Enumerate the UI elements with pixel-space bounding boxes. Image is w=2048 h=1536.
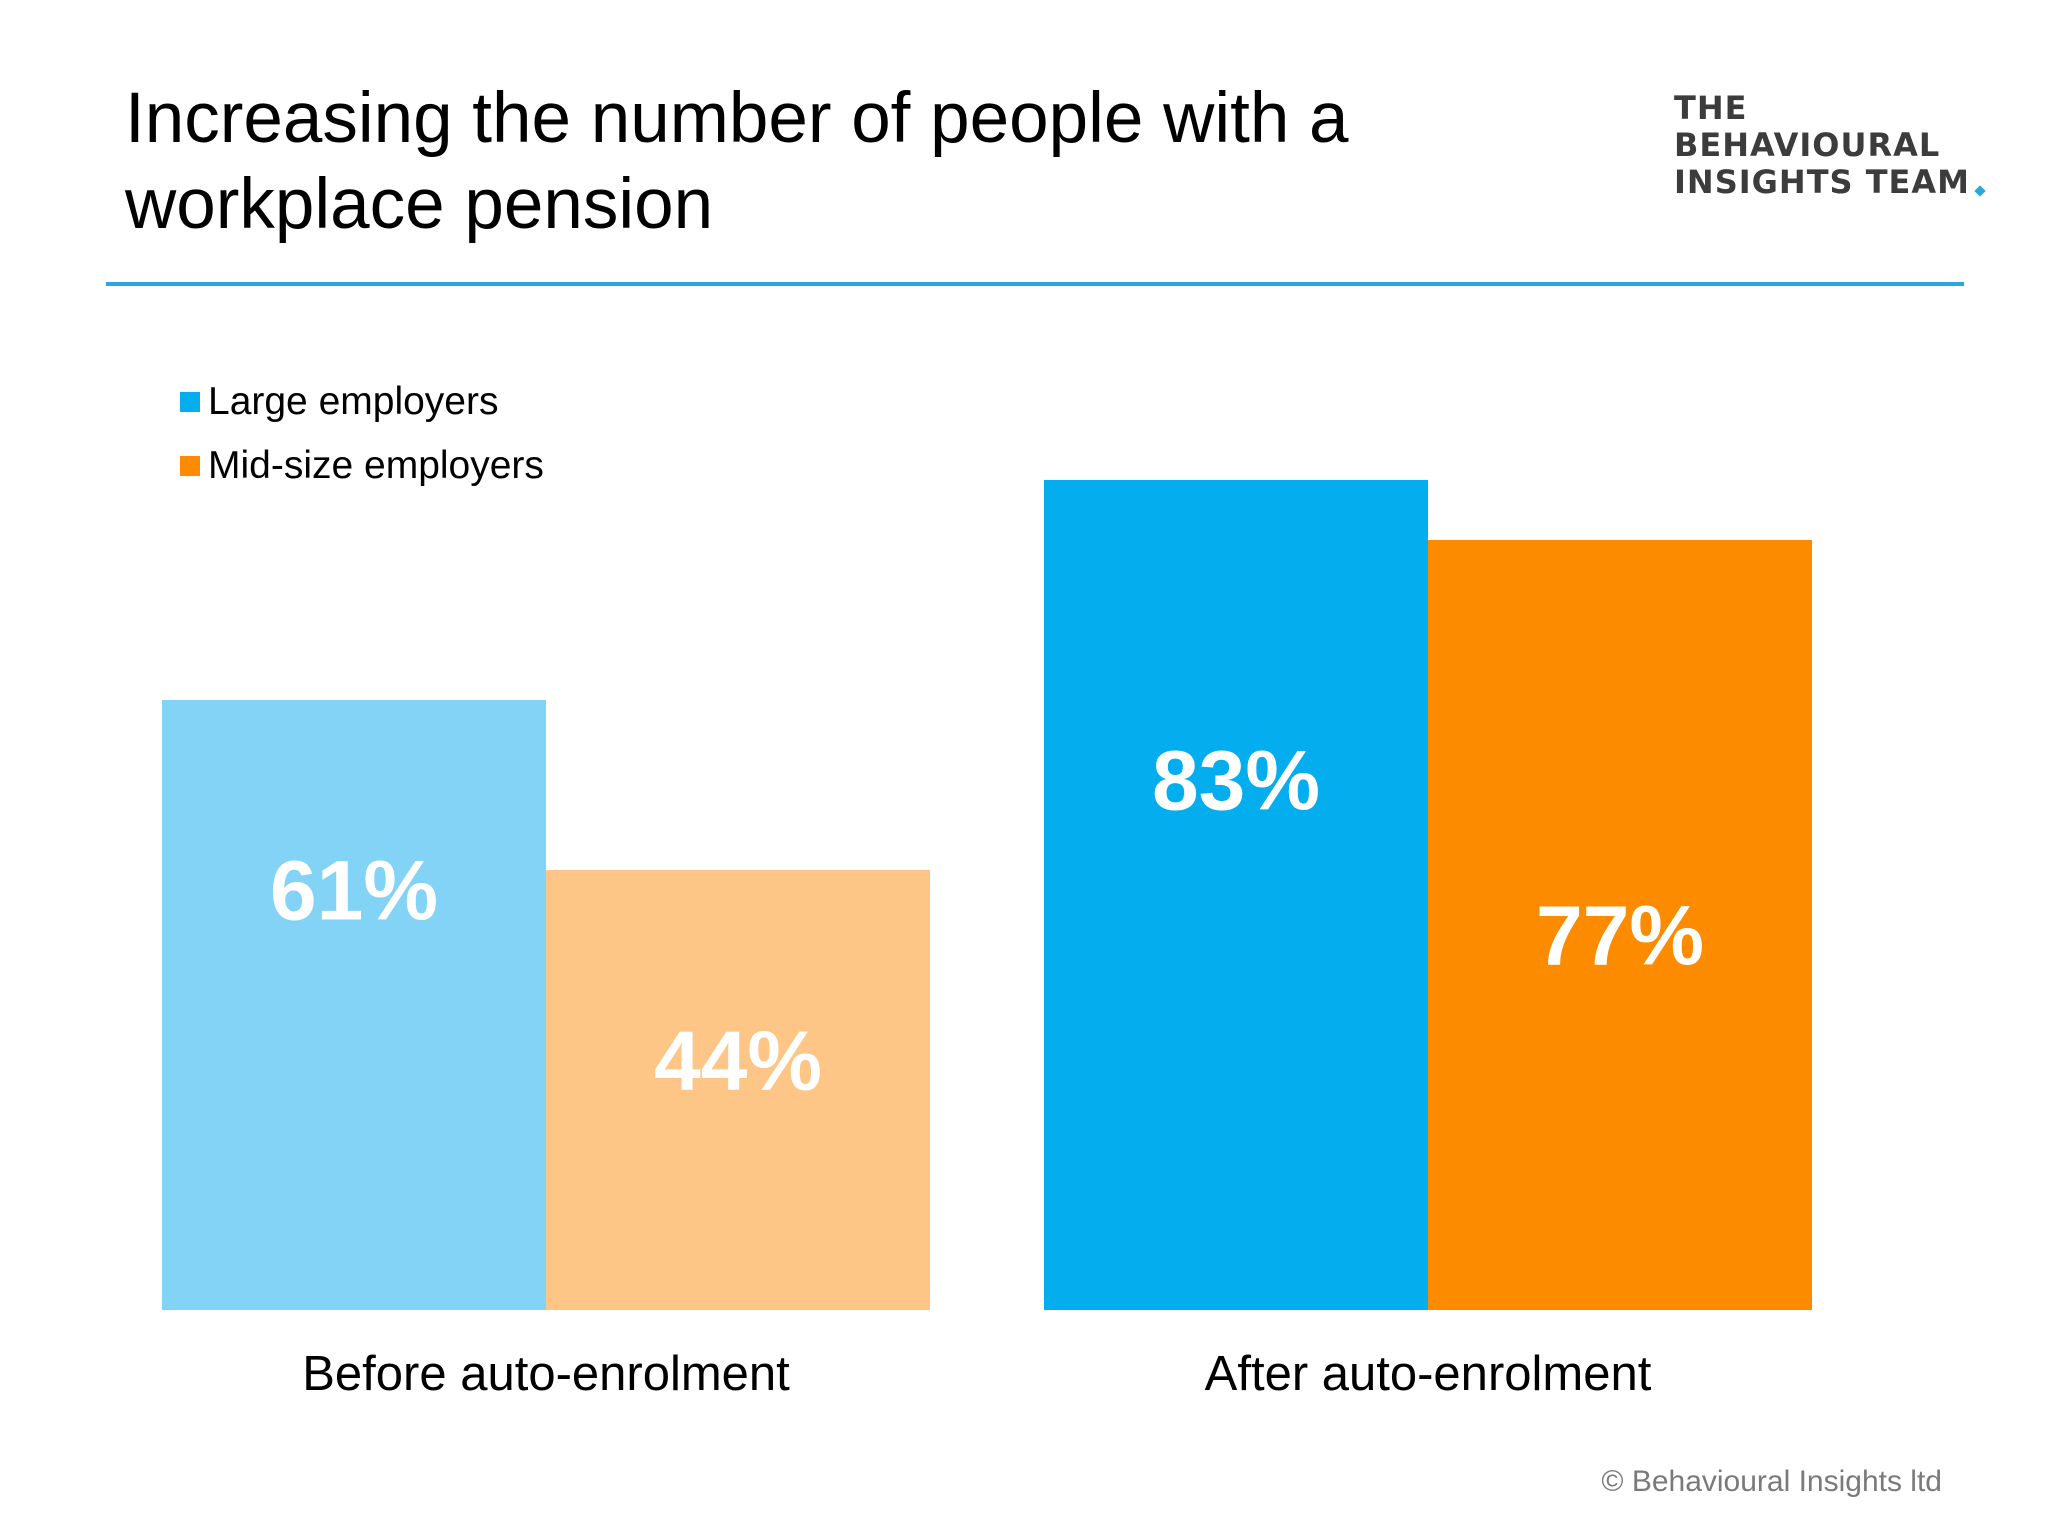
behavioural-insights-team-logo: THE BEHAVIOURAL INSIGHTS TEAM bbox=[1674, 89, 1986, 201]
logo-line-2: BEHAVIOURAL bbox=[1674, 126, 1941, 164]
legend-swatch-mid bbox=[180, 456, 200, 476]
data-label-large-after: 83% bbox=[1152, 734, 1320, 828]
data-label-large-before: 61% bbox=[270, 844, 438, 938]
legend-swatch-large bbox=[180, 392, 200, 412]
bar-large-after bbox=[1044, 480, 1428, 1310]
legend-label-large: Large employers bbox=[208, 380, 499, 423]
page-title: Increasing the number of people with a w… bbox=[125, 79, 1349, 244]
logo-line-1: THE bbox=[1674, 89, 1748, 127]
legend-item-large: Large employers bbox=[180, 370, 544, 434]
chart-legend: Large employers Mid-size employers bbox=[180, 370, 544, 498]
logo-line-3: INSIGHTS TEAM bbox=[1674, 163, 1970, 201]
data-label-mid-after: 77% bbox=[1536, 888, 1704, 982]
bar-mid-before bbox=[546, 870, 930, 1310]
category-label-after: After auto-enrolment bbox=[1205, 1347, 1652, 1401]
data-label-mid-before: 44% bbox=[654, 1014, 822, 1108]
title-divider bbox=[106, 282, 1964, 286]
bar-mid-after bbox=[1428, 540, 1812, 1310]
legend-label-mid: Mid-size employers bbox=[208, 444, 544, 487]
category-label-before: Before auto-enrolment bbox=[302, 1347, 790, 1401]
bar-large-before bbox=[162, 700, 546, 1310]
copyright-notice: © Behavioural Insights ltd bbox=[1601, 1465, 1942, 1498]
legend-item-mid: Mid-size employers bbox=[180, 434, 544, 498]
